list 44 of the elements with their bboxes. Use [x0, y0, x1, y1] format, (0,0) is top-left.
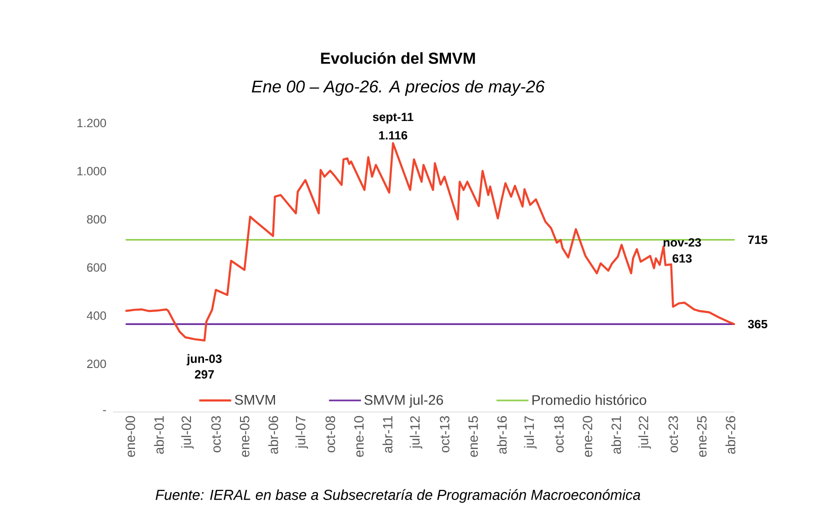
annotation: sept-11 — [372, 112, 414, 124]
x-tick-label: ene-10 — [354, 416, 364, 457]
x-tick-label: oct-23 — [668, 416, 678, 452]
x-tick-label: oct-03 — [211, 416, 221, 452]
annotation: nov-23 — [664, 238, 701, 247]
x-tick-label: ene-20 — [582, 416, 592, 457]
chart-title: Evolución del SMVM — [321, 52, 475, 64]
y-tick-label: 1.200 — [77, 118, 106, 128]
legend-label: SMVM jul-26 — [364, 394, 443, 408]
y-tick-label: 600 — [87, 263, 106, 272]
x-tick-label: abr-06 — [268, 416, 278, 454]
x-tick-label: oct-08 — [326, 416, 336, 452]
annotation: 297 — [194, 370, 214, 379]
x-tick-label: jul-17 — [524, 416, 537, 449]
x-tick-label: abr-16 — [496, 416, 507, 454]
y-tick-label: 200 — [87, 360, 106, 368]
x-tick-label: jul-07 — [296, 416, 308, 449]
x-tick-label: ene-15 — [468, 416, 478, 457]
y-tick-label: - — [103, 410, 106, 412]
y-tick-label: 1.000 — [77, 166, 106, 176]
y-tick-label: 800 — [87, 215, 106, 224]
x-tick-label: abr-01 — [154, 416, 164, 454]
annotation: jun-03 — [186, 354, 222, 366]
x-tick-label: jul-22 — [638, 416, 651, 449]
annotation: 613 — [672, 254, 692, 263]
annotation: 715 — [748, 236, 768, 244]
x-tick-label: abr-11 — [382, 416, 392, 453]
x-tick-label: abr-21 — [611, 416, 622, 454]
x-tick-label: ene-05 — [240, 416, 250, 457]
annotation: 1.116 — [379, 131, 408, 140]
line-series — [125, 142, 736, 342]
x-tick-label: ene-00 — [126, 416, 136, 457]
x-tick-label: oct-18 — [554, 416, 564, 452]
y-tick-label: 400 — [86, 311, 106, 320]
x-tick-label: oct-13 — [440, 416, 450, 452]
x-tick-label: ene-25 — [697, 416, 707, 457]
x-tick-label: jul-12 — [410, 416, 422, 449]
annotation: 365 — [748, 320, 768, 328]
legend-label: Promedio histórico — [532, 394, 646, 405]
x-tick-label: jul-02 — [181, 416, 194, 449]
source-note: Fuente: IERAL en base a Subsecretaría de Programación Macroeconómica — [156, 489, 640, 503]
chart-subtitle: Ene 00 – Ago-26. A precios de may-26 — [252, 80, 545, 96]
x-tick-label: abr-26 — [725, 416, 736, 454]
legend-label: SMVM — [234, 394, 275, 405]
